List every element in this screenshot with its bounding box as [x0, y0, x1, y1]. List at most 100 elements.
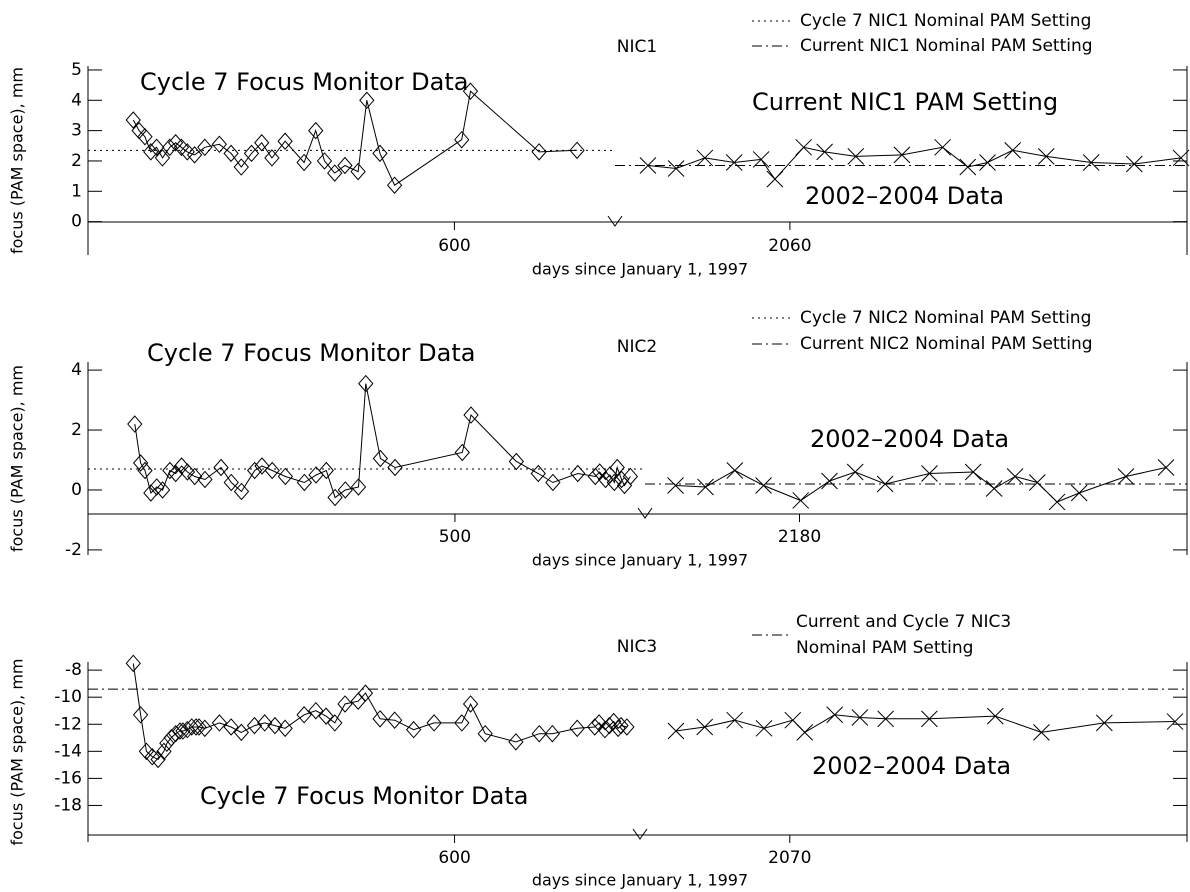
data-point [847, 148, 865, 165]
data-point [327, 488, 343, 507]
data-point [569, 719, 585, 738]
data-point [184, 718, 200, 736]
data-point [254, 457, 270, 475]
data-point [426, 714, 442, 732]
y-tick-label: -16 [54, 768, 82, 788]
data-point [725, 154, 743, 171]
series-line [675, 467, 1167, 503]
x-axis-label: days since January 1, 1997 [532, 551, 748, 570]
y-tick-label: -8 [65, 660, 82, 680]
data-point [985, 480, 1003, 497]
data-point [1006, 468, 1024, 485]
data-point [337, 481, 353, 499]
data-point [639, 157, 657, 174]
data-point [296, 473, 313, 492]
y-tick-label: 1 [71, 181, 82, 201]
legend-label: Nominal PAM Setting [796, 638, 973, 658]
data-point [462, 82, 479, 100]
data-point [796, 724, 814, 741]
series-line [132, 90, 578, 186]
data-point [246, 716, 263, 735]
data-point [296, 153, 312, 172]
data-point [545, 473, 561, 492]
data-point [979, 154, 996, 171]
y-tick-label: -18 [54, 795, 82, 815]
x-tick-label: 2180 [778, 527, 821, 547]
y-tick-label: 2 [71, 420, 82, 440]
data-point [167, 724, 184, 743]
data-point [162, 461, 178, 480]
data-point [921, 710, 938, 728]
data-point [159, 734, 175, 752]
data-point [846, 463, 864, 481]
data-point [172, 722, 188, 740]
series-label: 2002–2004 Data [810, 425, 1009, 453]
y-tick-label: -12 [54, 714, 82, 734]
data-point [197, 470, 213, 489]
data-point [454, 130, 470, 149]
data-point [163, 729, 179, 747]
data-point [1004, 141, 1022, 159]
data-point [337, 695, 353, 713]
data-point [277, 132, 293, 150]
data-point [766, 170, 784, 188]
data-point [233, 482, 250, 501]
data-point [606, 473, 622, 492]
data-point [876, 475, 894, 493]
legend-label: Current NIC1 Nominal PAM Setting [800, 36, 1093, 56]
y-tick-label: 3 [71, 121, 82, 141]
y-tick-label: 0 [71, 480, 82, 500]
data-point [508, 733, 524, 751]
panel-title: NIC1 [617, 37, 657, 57]
data-point [148, 138, 165, 157]
data-point [267, 716, 283, 735]
panel-title: NIC3 [617, 637, 657, 657]
data-point [372, 710, 388, 728]
data-point [296, 706, 312, 724]
data-point [667, 160, 685, 177]
data-point [350, 162, 366, 181]
data-point [934, 138, 951, 156]
x-tick-label: 2070 [768, 848, 811, 868]
data-point [986, 707, 1004, 725]
data-point [531, 143, 547, 161]
data-point [211, 135, 228, 154]
data-point [964, 463, 982, 481]
data-point [179, 463, 196, 481]
data-point [308, 701, 324, 720]
panel-title: NIC2 [617, 337, 657, 357]
data-point [223, 718, 239, 736]
x-tick-label: 500 [439, 527, 471, 547]
data-point [277, 719, 293, 738]
data-point [197, 719, 213, 738]
data-point [197, 138, 213, 157]
data-point [613, 716, 629, 735]
data-point [254, 133, 270, 152]
data-point [144, 747, 160, 766]
data-point [143, 143, 159, 161]
x-tick-label: 600 [438, 848, 470, 868]
data-point [243, 144, 260, 163]
data-point [150, 750, 166, 769]
series-line [134, 383, 631, 499]
data-point [752, 151, 770, 168]
axis-break [632, 828, 648, 840]
axis-break [607, 215, 623, 227]
data-point [622, 467, 639, 486]
data-point [308, 121, 324, 140]
data-point [697, 478, 714, 496]
data-point [137, 461, 153, 480]
annotation: Current NIC1 PAM Setting [752, 88, 1058, 116]
y-axis-label: focus (PAM space), mm [8, 365, 27, 552]
data-point [508, 452, 525, 471]
data-point [696, 149, 714, 167]
data-point [826, 706, 844, 724]
data-point [1037, 148, 1055, 165]
data-point [223, 144, 239, 163]
data-point [387, 458, 403, 477]
data-point [821, 472, 838, 490]
data-point [125, 654, 141, 673]
data-point [127, 415, 143, 433]
data-point [1125, 155, 1143, 173]
y-tick-label: 4 [71, 90, 82, 110]
